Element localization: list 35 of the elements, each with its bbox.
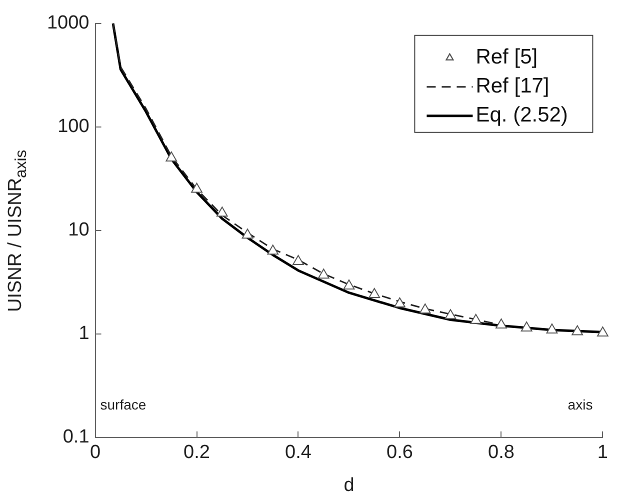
point — [368, 288, 380, 298]
legend-label: Eq. (2.52) — [476, 104, 568, 127]
point — [520, 322, 532, 332]
point — [242, 228, 254, 239]
point — [191, 182, 202, 193]
point — [546, 324, 558, 334]
x-tick-label: 0.6 — [386, 442, 413, 464]
annotation: axis — [568, 396, 593, 412]
y-tick-label: 1000 — [46, 12, 90, 34]
point — [470, 314, 482, 324]
point — [496, 318, 507, 328]
y-tick-label: 10 — [68, 220, 90, 241]
x-tick-label: 1 — [597, 442, 608, 464]
point — [394, 297, 406, 308]
point — [267, 244, 279, 255]
annotation: surface — [100, 396, 146, 412]
x-tick-label: 0.8 — [488, 442, 514, 464]
x-tick-label: 0 — [90, 442, 101, 464]
point — [444, 309, 456, 320]
point — [216, 206, 228, 217]
y-tick-label: 100 — [58, 116, 90, 138]
point — [292, 255, 304, 266]
point — [343, 280, 355, 290]
x-tick-label: 0.2 — [184, 442, 210, 464]
x-tick-label: 0.4 — [285, 442, 312, 464]
point — [597, 326, 608, 337]
x-axis-title: d — [344, 474, 354, 496]
legend-label: Ref [5] — [476, 46, 538, 69]
legend-label: Ref [17] — [476, 74, 550, 98]
y-tick-label: 1 — [78, 323, 90, 344]
point — [318, 268, 330, 279]
point — [166, 152, 178, 162]
point — [572, 325, 584, 336]
y-tick-label: 0.1 — [62, 426, 90, 448]
point — [419, 304, 431, 314]
